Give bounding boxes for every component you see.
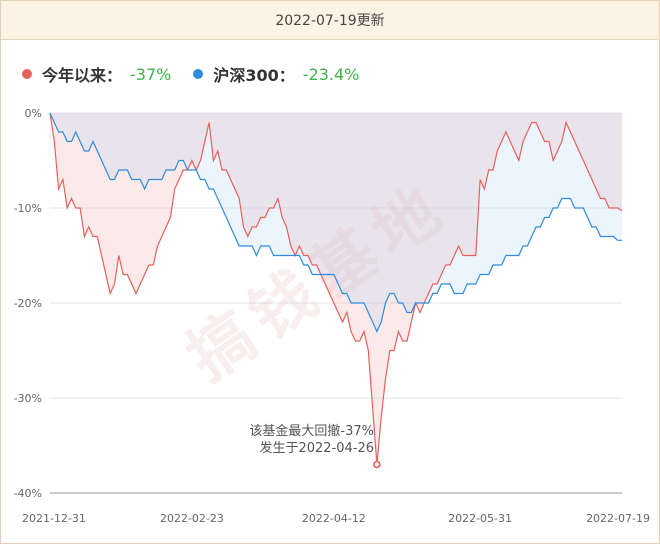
index-legend-value: -23.4%: [302, 64, 360, 84]
fund-legend-dot: [22, 69, 32, 79]
fund-legend-value: -37%: [130, 64, 172, 84]
index-line: [49, 112, 622, 333]
update-header: 2022-07-19更新: [1, 1, 659, 40]
x-tick-label: 2022-02-23: [160, 512, 224, 525]
legend: 今年以来： -37% 沪深300： -23.4%: [22, 62, 381, 86]
x-tick-label: 2022-07-19: [586, 512, 650, 525]
y-tick-label: -20%: [14, 297, 42, 310]
fund-legend-name: 今年以来：: [42, 66, 123, 85]
update-date: 2022-07-19更新: [275, 13, 385, 29]
x-tick-label: 2022-05-31: [448, 512, 512, 525]
drawdown-annotation-line2: 发生于2022-04-26: [259, 440, 374, 456]
y-tick-label: -10%: [14, 202, 42, 215]
y-tick-label: -30%: [14, 392, 42, 405]
fund-line: [49, 112, 623, 465]
max-drawdown-marker: [373, 460, 381, 469]
x-tick-label: 2021-12-31: [22, 512, 86, 525]
y-tick-label: -40%: [14, 487, 42, 500]
drawdown-annotation-line1: 该基金最大回撤-37%: [249, 423, 374, 439]
index-legend-dot: [193, 69, 204, 79]
index-legend-name: 沪深300：: [213, 66, 295, 85]
x-tick-label: 2022-04-12: [302, 512, 366, 525]
y-tick-label: 0%: [25, 107, 42, 120]
fund-area: [50, 113, 622, 465]
